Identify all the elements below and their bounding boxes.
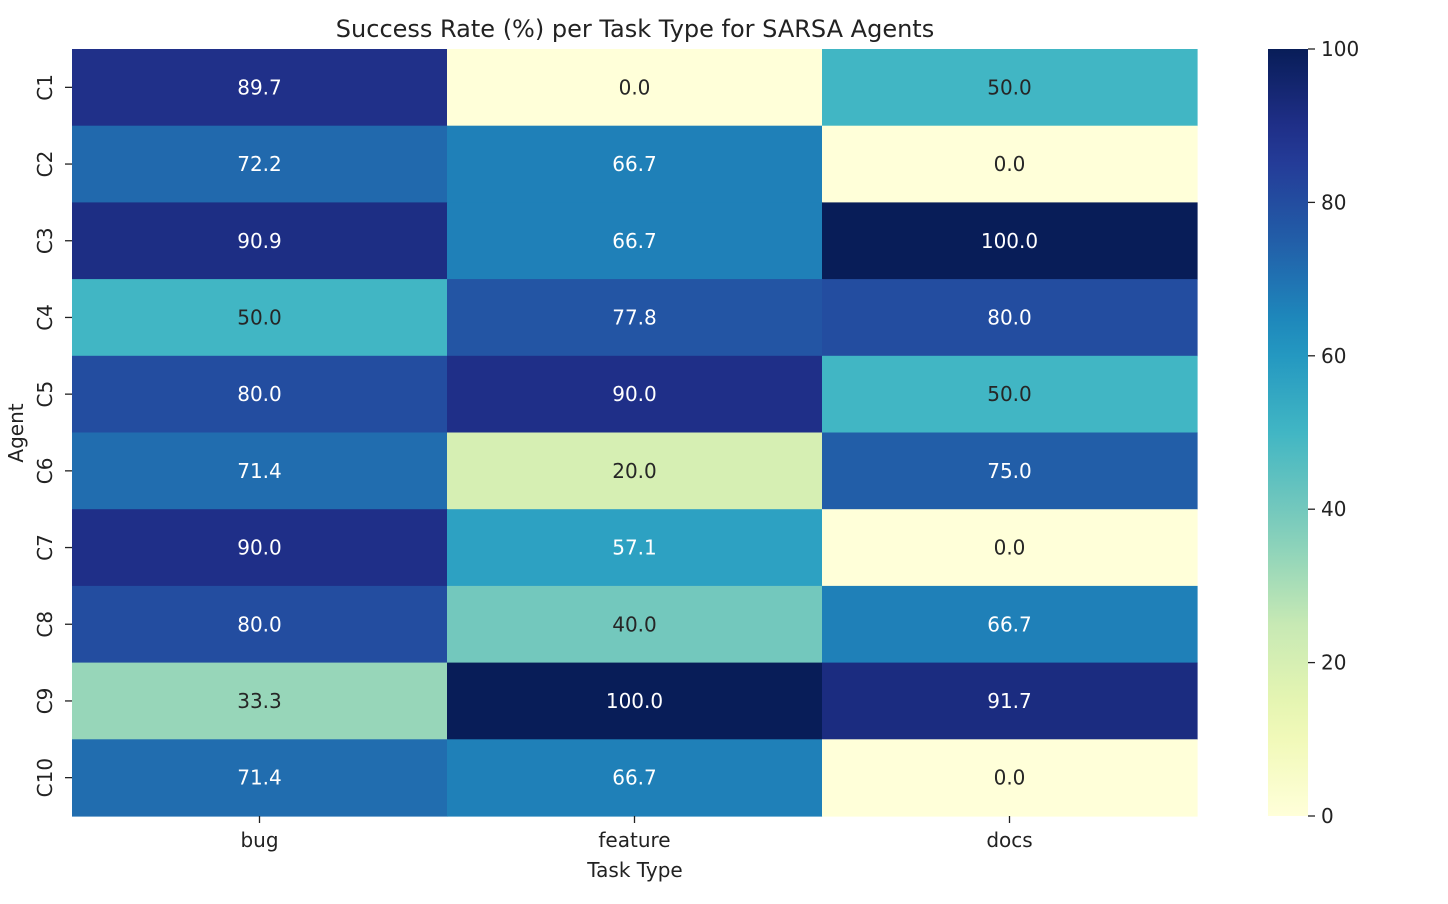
heatmap-cell <box>822 49 1198 127</box>
cell-value-label: 0.0 <box>619 75 651 99</box>
cell-value-label: 71.4 <box>237 766 282 790</box>
colorbar-tick-label: 60 <box>1321 344 1346 368</box>
y-tick-label: C4 <box>33 304 57 331</box>
heatmap-cell <box>822 585 1198 664</box>
heatmap-cell <box>822 355 1198 434</box>
cell-value-label: 80.0 <box>237 612 282 636</box>
cell-value-label: 66.7 <box>612 766 657 790</box>
heatmap-cells: 89.7 0.0 50.0 72.2 66.7 0.0 90.9 66.7 100.0 50.0 7… <box>72 49 1198 817</box>
heatmap-cell <box>822 279 1198 357</box>
colorbar: 0 20 40 60 80 100 <box>1268 37 1359 828</box>
y-tick-label: C5 <box>33 381 57 408</box>
colorbar-gradient <box>1268 49 1308 816</box>
cell-value-label: 66.7 <box>987 612 1032 636</box>
heatmap-cell <box>72 739 448 817</box>
cell-value-label: 0.0 <box>994 152 1026 176</box>
x-axis-label: Task Type <box>586 858 682 882</box>
y-axis-label: Agent <box>4 403 28 462</box>
cell-value-label: 100.0 <box>981 229 1038 253</box>
cell-value-label: 72.2 <box>237 152 282 176</box>
cell-value-label: 89.7 <box>237 75 282 99</box>
heatmap-cell <box>72 585 448 664</box>
heatmap-cell <box>72 509 448 587</box>
y-tick-label: C10 <box>33 758 57 797</box>
y-tick-label: C6 <box>33 457 57 484</box>
heatmap-cell <box>447 509 823 587</box>
heatmap-cell <box>822 432 1198 510</box>
heatmap-cell <box>447 125 823 203</box>
y-axis: C1 C2 C3 C4 C5 C6 C7 C8 C9 C10 <box>33 74 72 797</box>
colorbar-tick-label: 100 <box>1321 37 1359 61</box>
heatmap-cell <box>822 509 1198 587</box>
heatmap-cell <box>447 739 823 817</box>
heatmap-cell <box>822 202 1198 280</box>
heatmap-cell <box>447 432 823 510</box>
heatmap-cell <box>447 49 823 127</box>
heatmap-cell <box>72 125 448 203</box>
heatmap-cell <box>72 355 448 434</box>
heatmap-cell <box>72 662 448 740</box>
cell-value-label: 66.7 <box>612 229 657 253</box>
cell-value-label: 50.0 <box>987 75 1032 99</box>
cell-value-label: 90.9 <box>237 229 282 253</box>
cell-value-label: 57.1 <box>612 536 657 560</box>
colorbar-tick-label: 80 <box>1321 190 1346 214</box>
cell-value-label: 33.3 <box>237 689 282 713</box>
y-tick-label: C7 <box>33 534 57 561</box>
cell-value-label: 90.0 <box>237 536 282 560</box>
cell-value-label: 66.7 <box>612 152 657 176</box>
x-tick-label: bug <box>240 828 278 852</box>
y-tick-label: C1 <box>33 74 57 101</box>
cell-value-label: 75.0 <box>987 459 1032 483</box>
y-tick-label: C9 <box>33 688 57 715</box>
heatmap-cell <box>447 202 823 280</box>
x-axis: bug feature docs <box>240 816 1033 852</box>
y-tick-label: C8 <box>33 611 57 638</box>
cell-value-label: 91.7 <box>987 689 1032 713</box>
cell-value-label: 100.0 <box>606 689 663 713</box>
heatmap-cell <box>447 279 823 357</box>
cell-value-label: 80.0 <box>237 382 282 406</box>
cell-value-label: 77.8 <box>612 305 657 329</box>
heatmap-cell <box>822 739 1198 817</box>
x-tick-label: docs <box>986 828 1032 852</box>
heatmap-cell <box>72 202 448 280</box>
x-tick-label: feature <box>598 828 670 852</box>
cell-value-label: 0.0 <box>994 536 1026 560</box>
cell-value-label: 20.0 <box>612 459 657 483</box>
cell-value-label: 71.4 <box>237 459 282 483</box>
chart-title: Success Rate (%) per Task Type for SARSA… <box>336 15 934 43</box>
colorbar-tick-label: 20 <box>1321 651 1346 675</box>
colorbar-tick-label: 40 <box>1321 497 1346 521</box>
cell-value-label: 40.0 <box>612 612 657 636</box>
heatmap-cell <box>447 662 823 740</box>
cell-value-label: 0.0 <box>994 766 1026 790</box>
heatmap-cell <box>72 432 448 510</box>
cell-value-label: 50.0 <box>987 382 1032 406</box>
heatmap-cell <box>447 355 823 434</box>
heatmap-cell <box>822 662 1198 740</box>
colorbar-tick-label: 0 <box>1321 804 1334 828</box>
cell-value-label: 90.0 <box>612 382 657 406</box>
cell-value-label: 50.0 <box>237 305 282 329</box>
y-tick-label: C3 <box>33 227 57 254</box>
heatmap-cell <box>447 585 823 664</box>
heatmap-cell <box>72 279 448 357</box>
y-tick-label: C2 <box>33 151 57 178</box>
heatmap-cell <box>822 125 1198 203</box>
cell-value-label: 80.0 <box>987 305 1032 329</box>
heatmap-cell <box>72 49 448 127</box>
